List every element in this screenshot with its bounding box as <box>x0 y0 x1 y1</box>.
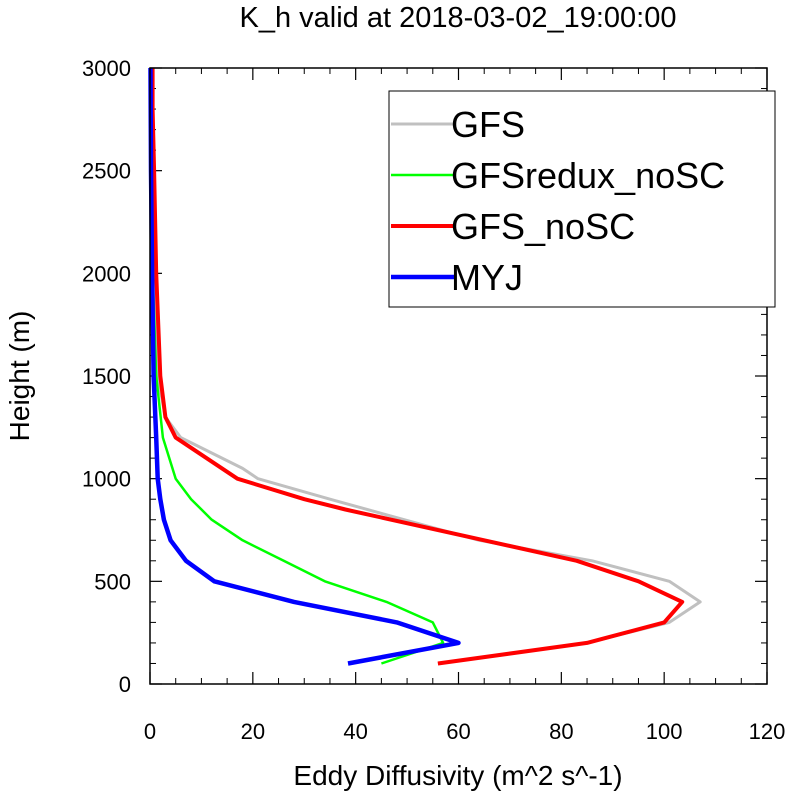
y-tick-label: 2500 <box>82 159 131 184</box>
y-tick-label: 1500 <box>82 364 131 389</box>
legend-label-gfsredux-nosc: GFSredux_noSC <box>451 155 725 196</box>
legend-label-myj: MYJ <box>451 257 523 298</box>
plot-frame <box>149 67 768 685</box>
y-tick-label: 1000 <box>82 467 131 492</box>
tick-labels: 0 20 40 60 80 100 120 0 500 1000 1500 2000 2500 3000 <box>82 56 785 744</box>
y-tick-label: 0 <box>119 672 131 697</box>
x-tick-label: 20 <box>241 719 265 744</box>
y-tick-label: 3000 <box>82 56 131 81</box>
series-line-gfs-nosc <box>150 68 685 666</box>
y-axis-title: Height (m) <box>4 311 35 442</box>
x-tick-label: 60 <box>446 719 470 744</box>
x-tick-label: 120 <box>749 719 786 744</box>
legend-label-gfs-nosc: GFS_noSC <box>451 206 635 247</box>
y-tick-label: 2000 <box>82 261 131 286</box>
legend-box <box>388 90 776 308</box>
x-tick-label: 0 <box>144 719 156 744</box>
series-line-myj <box>148 67 461 666</box>
x-tick-label: 40 <box>343 719 367 744</box>
chart-title: K_h valid at 2018-03-02_19:00:00 <box>240 2 677 34</box>
legend: GFS GFSredux_noSC GFS_noSC MYJ <box>388 90 776 308</box>
x-tick-label: 80 <box>549 719 573 744</box>
y-tick-label: 500 <box>94 569 131 594</box>
x-axis-title: Eddy Diffusivity (m^2 s^-1) <box>293 760 622 791</box>
legend-label-gfs: GFS <box>451 104 525 145</box>
plot-lines <box>148 67 702 666</box>
x-tick-label: 100 <box>646 719 683 744</box>
